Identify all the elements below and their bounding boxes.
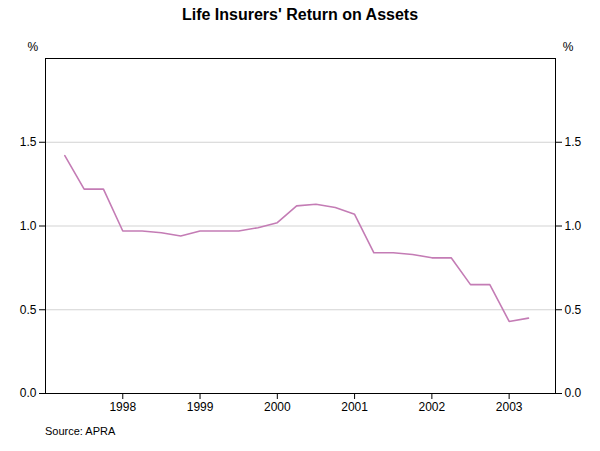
- svg-text:2000: 2000: [264, 400, 291, 414]
- html-text:Life Insurers' Return on Asset: Life Insurers' Return on Assets: [181, 6, 419, 23]
- svg-text:%: %: [28, 40, 39, 54]
- svg-text:1999: 1999: [187, 400, 214, 414]
- svg-text:2003: 2003: [496, 400, 523, 414]
- svg-text:1998: 1998: [109, 400, 136, 414]
- svg-text:1.0: 1.0: [565, 219, 582, 233]
- svg-text:0.0: 0.0: [20, 386, 37, 400]
- svg-text:1.0: 1.0: [20, 219, 37, 233]
- svg-text:0.0: 0.0: [565, 386, 582, 400]
- html-text:Source: APRA: Source: APRA: [45, 425, 116, 437]
- svg-text:1.5: 1.5: [20, 135, 37, 149]
- svg-text:0.5: 0.5: [565, 303, 582, 317]
- svg-text:1.5: 1.5: [565, 135, 582, 149]
- svg-text:0.5: 0.5: [20, 303, 37, 317]
- svg-text:2001: 2001: [341, 400, 368, 414]
- svg-text:2002: 2002: [419, 400, 446, 414]
- svg-text:%: %: [563, 40, 574, 54]
